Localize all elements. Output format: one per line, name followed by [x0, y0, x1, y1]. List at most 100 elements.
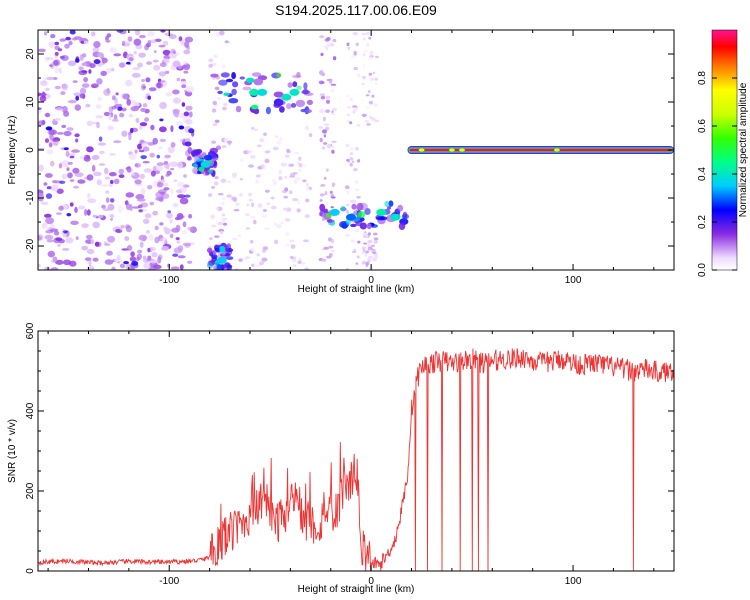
spectral-blob: [109, 153, 116, 156]
spectral-blob: [93, 59, 101, 65]
spectral-blob: [351, 203, 357, 210]
spectral-blob: [144, 213, 152, 219]
spectral-blob: [362, 52, 366, 57]
spectral-blob: [169, 233, 174, 239]
spectral-blob: [81, 223, 89, 229]
spectral-blob: [150, 259, 158, 264]
spectral-blob: [159, 237, 168, 244]
spectral-blob: [173, 179, 178, 183]
spectral-blob: [226, 256, 234, 260]
spectral-blob: [69, 202, 74, 207]
spectral-blob: [136, 249, 143, 254]
spectral-blob: [279, 106, 285, 113]
spectral-blob: [140, 108, 147, 112]
spectral-blob: [130, 267, 134, 270]
spectral-blob: [187, 146, 193, 154]
spectral-blob: [147, 247, 151, 253]
spectral-blob: [223, 138, 229, 142]
spectral-blob: [52, 59, 61, 67]
spectral-blob: [135, 194, 145, 200]
spectral-blob: [221, 213, 226, 217]
spectral-blob: [128, 133, 132, 141]
y-tick-label: -10: [25, 190, 36, 205]
spectral-blob: [270, 205, 277, 210]
spectral-blob: [261, 214, 268, 218]
spectral-blob: [96, 121, 100, 129]
spectral-blob: [175, 224, 181, 232]
spectral-blob: [242, 86, 252, 91]
spectral-blob: [325, 126, 329, 131]
spectral-blob: [162, 182, 169, 187]
spectral-blob: [356, 124, 361, 127]
y-tick-label: 10: [25, 96, 36, 108]
spectral-blob: [48, 129, 58, 135]
spectral-blob: [131, 260, 139, 266]
spectral-blob: [279, 221, 285, 225]
spectral-blob: [296, 208, 301, 213]
spectral-blob: [292, 198, 299, 202]
spectral-blob: [320, 184, 326, 187]
spectral-blob: [264, 227, 270, 230]
spectral-blob: [169, 219, 173, 224]
spectral-blob: [72, 80, 78, 83]
spectral-blob: [367, 240, 373, 244]
spectral-blob: [331, 182, 335, 188]
spectral-blob: [141, 83, 146, 91]
spectral-blob: [74, 58, 80, 63]
spectral-blob: [276, 224, 282, 229]
spectral-blob: [231, 172, 238, 178]
colorbar: 0.0 0.2 0.4 0.6 0.8 Normalized spectral ampl…: [697, 29, 749, 277]
spectral-blob: [131, 172, 135, 176]
spectral-blob: [153, 64, 161, 71]
spectral-blob: [332, 56, 337, 61]
spectral-blob: [111, 266, 116, 270]
spectral-blob: [397, 204, 404, 212]
spectral-blob: [378, 216, 388, 221]
spectral-blob: [79, 54, 84, 61]
spectral-blob: [159, 101, 168, 110]
spectral-blob: [105, 39, 111, 43]
spectral-blob: [239, 178, 243, 181]
spectral-blob: [349, 157, 354, 161]
spectral-blob: [164, 154, 171, 159]
spectral-blob: [250, 247, 256, 252]
spectral-blob: [87, 193, 91, 199]
spectral-blob: [86, 120, 93, 127]
spectral-blob: [349, 97, 354, 102]
spectral-blob: [65, 36, 71, 41]
spectral-blob: [297, 169, 302, 172]
spectral-blob: [70, 220, 79, 225]
spectral-blob: [331, 145, 335, 148]
spectral-blob: [256, 253, 260, 257]
spectral-blob: [75, 236, 79, 241]
spectral-blob: [388, 200, 394, 207]
spectral-blob: [59, 180, 66, 184]
spectral-blob: [293, 152, 300, 155]
spectral-blob: [136, 198, 146, 202]
colorbar-gradient: [711, 29, 738, 271]
spectral-blob: [165, 92, 173, 97]
spectral-blob: [150, 170, 156, 177]
spectral-blob: [109, 214, 115, 219]
spectral-blob: [152, 59, 159, 63]
spectrogram-ylabel: Frequency (Hz): [7, 116, 18, 185]
spectral-blob: [106, 33, 112, 38]
spectral-blob: [66, 167, 70, 172]
spectral-blob: [55, 237, 63, 242]
spectral-blob: [292, 264, 297, 267]
spectral-blob: [341, 205, 346, 212]
spectral-blob: [67, 161, 73, 165]
spectral-blob: [185, 119, 193, 125]
spectral-blob: [155, 170, 160, 175]
colorbar-tick-label: 0.8: [697, 71, 708, 85]
y-tick-label: 600: [25, 322, 36, 339]
x-tick-label: -100: [159, 275, 179, 286]
spectral-blob: [298, 163, 303, 168]
spectral-blob: [266, 202, 271, 205]
spectral-blob: [364, 119, 370, 123]
spectral-blob: [137, 62, 143, 68]
spectral-blob: [319, 35, 325, 39]
spectral-blob: [179, 264, 184, 270]
